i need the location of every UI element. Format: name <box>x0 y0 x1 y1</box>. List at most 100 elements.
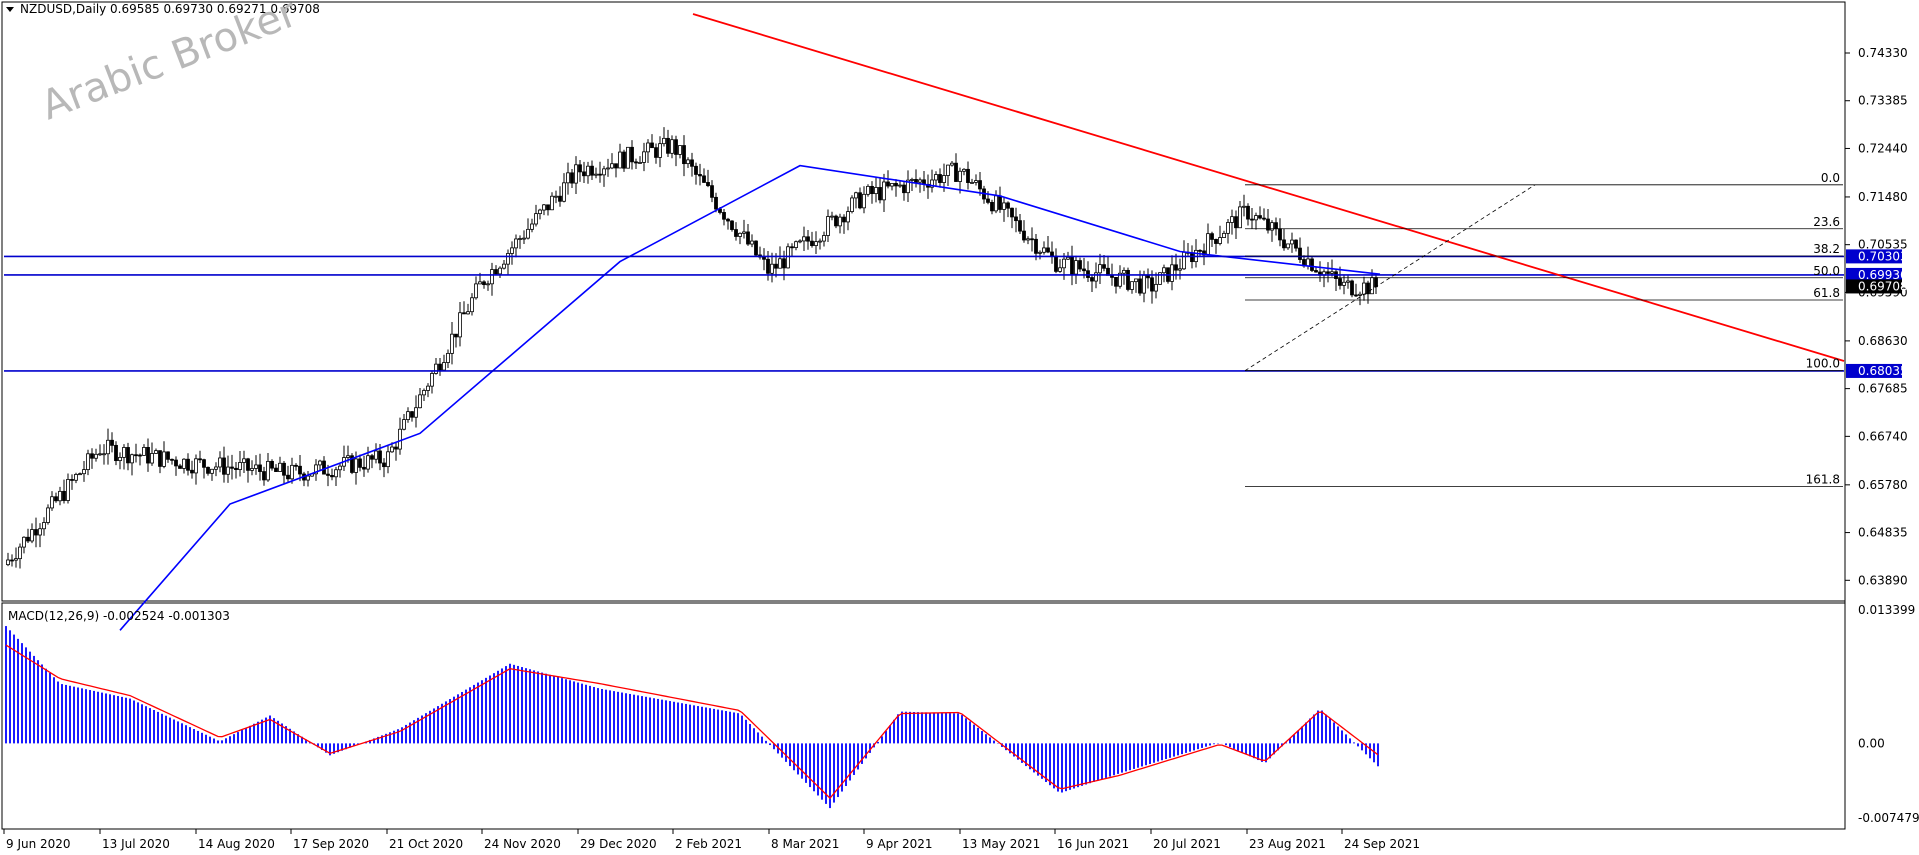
candle-body <box>1310 258 1314 271</box>
candle-body <box>70 479 74 481</box>
candle-body <box>1162 267 1166 274</box>
candle-body <box>1274 222 1278 230</box>
candle-body <box>530 223 534 230</box>
candle-body <box>498 267 502 275</box>
candle-body <box>418 394 422 409</box>
candle-body <box>218 457 222 468</box>
price-tick-label: 0.64835 <box>1858 526 1908 540</box>
candle-body <box>770 263 774 274</box>
downtrend-line[interactable] <box>692 13 1845 362</box>
candle-body <box>258 464 262 472</box>
candle-body <box>58 490 62 502</box>
fib-level-label: 161.8 <box>1806 472 1840 486</box>
candle-body <box>1306 258 1310 267</box>
time-tick-label: 9 Apr 2021 <box>866 837 933 851</box>
candle-body <box>482 281 486 286</box>
candle-body <box>286 474 290 480</box>
candle-body <box>242 458 246 463</box>
candle-body <box>198 458 202 461</box>
candle-body <box>214 466 218 470</box>
candle-body <box>594 173 598 176</box>
candle-body <box>318 460 322 466</box>
candle-body <box>734 229 738 237</box>
candle-body <box>634 161 638 164</box>
candle-body <box>26 536 30 542</box>
collapse-triangle-icon[interactable] <box>6 7 14 12</box>
candle-body <box>22 536 26 548</box>
time-tick-label: 13 Jul 2020 <box>102 837 170 851</box>
candle-body <box>974 180 978 183</box>
candle-body <box>178 465 182 469</box>
candle-body <box>358 458 362 468</box>
candle-body <box>682 145 686 165</box>
candle-body <box>442 362 446 371</box>
candle-body <box>354 458 358 473</box>
candle-body <box>1006 202 1010 209</box>
candle-body <box>578 164 582 173</box>
time-tick-label: 20 Jul 2021 <box>1153 837 1221 851</box>
fib-level-label: 0.0 <box>1821 171 1840 185</box>
candle-body <box>1038 251 1042 254</box>
candle-body <box>510 247 514 254</box>
candle-body <box>238 462 242 470</box>
candle-body <box>854 192 858 199</box>
fib-anchor-line <box>1244 184 1536 372</box>
candle-body <box>1362 282 1366 295</box>
candle-body <box>1198 249 1202 252</box>
candle-body <box>874 187 878 195</box>
candle-body <box>1262 217 1266 220</box>
time-tick-label: 24 Nov 2020 <box>484 837 561 851</box>
price-tick-label: 0.73385 <box>1858 94 1908 108</box>
candle-body <box>1090 277 1094 282</box>
candle-body <box>1238 206 1242 229</box>
price-tick-label: 0.67685 <box>1858 382 1908 396</box>
candle-body <box>938 174 942 183</box>
candle-body <box>114 444 118 462</box>
candle-body <box>622 151 626 169</box>
candle-body <box>362 466 366 470</box>
fibonacci-retracement[interactable]: 0.0 23.6 38.2 50.0 61.8 100.0 161.8 <box>1244 171 1843 487</box>
candle-body <box>14 558 18 561</box>
candle-body <box>1134 278 1138 283</box>
candle-body <box>610 163 614 169</box>
candle-body <box>470 297 474 313</box>
time-tick-label: 8 Mar 2021 <box>771 837 839 851</box>
candle-body <box>1206 233 1210 256</box>
candle-body <box>1122 269 1126 274</box>
candle-body <box>130 454 134 464</box>
candle-body <box>546 204 550 211</box>
candle-body <box>94 453 98 459</box>
watermark-text: Arabic Broker <box>35 0 304 129</box>
candle-body <box>506 253 510 265</box>
candle-body <box>878 187 882 201</box>
candle-body <box>782 258 786 269</box>
candle-body <box>1058 267 1062 272</box>
time-tick-label: 13 May 2021 <box>962 837 1040 851</box>
candle-body <box>298 465 302 475</box>
candle-body <box>914 179 918 183</box>
candle-body <box>1210 233 1214 240</box>
candle-body <box>1278 228 1282 241</box>
candle-body <box>654 147 658 158</box>
candle-body <box>534 213 538 225</box>
candle-body <box>478 281 482 285</box>
candle-body <box>750 240 754 245</box>
candle-body <box>518 238 522 240</box>
candle-body <box>402 419 406 430</box>
candle-body <box>946 164 950 176</box>
candle-body <box>266 460 270 481</box>
macd-tick-label: -0.007479 <box>1858 811 1919 825</box>
candle-body <box>658 143 662 158</box>
candle-body <box>454 333 458 338</box>
candle-body <box>678 145 682 155</box>
time-tick-label: 14 Aug 2020 <box>198 837 275 851</box>
candle-body <box>950 162 954 166</box>
macd-tick-label: 0.00 <box>1858 736 1885 750</box>
candles <box>6 127 1378 569</box>
price-tag-label: 0.69708 <box>1858 279 1908 293</box>
candle-body <box>50 496 54 509</box>
candle-body <box>46 507 50 523</box>
candle-body <box>1114 277 1118 287</box>
candle-body <box>226 466 230 475</box>
